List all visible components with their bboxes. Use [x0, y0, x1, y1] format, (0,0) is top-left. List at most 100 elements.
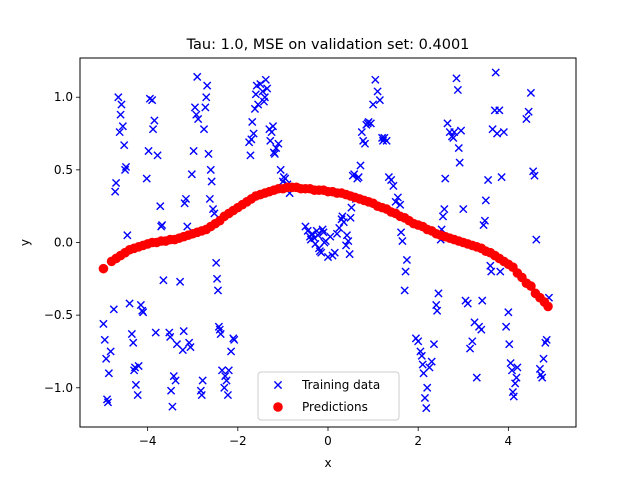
- training-point: [118, 122, 127, 131]
- training-point: [199, 125, 209, 134]
- training-point: [454, 143, 463, 153]
- training-point: [171, 376, 180, 385]
- training-point: [468, 337, 477, 346]
- training-point: [100, 335, 109, 344]
- y-axis-label: y: [18, 239, 32, 246]
- training-point: [120, 165, 130, 174]
- training-point: [192, 110, 201, 119]
- training-point: [313, 231, 323, 240]
- training-point: [393, 193, 402, 202]
- training-point: [524, 107, 533, 116]
- training-point: [120, 141, 129, 150]
- training-point: [423, 383, 432, 392]
- training-point: [341, 241, 351, 250]
- legend-marker-predictions: [273, 402, 283, 412]
- training-point: [187, 170, 196, 179]
- training-point: [190, 103, 200, 112]
- training-point: [102, 395, 112, 404]
- training-point: [308, 229, 317, 238]
- training-point: [205, 194, 214, 204]
- training-point: [433, 306, 442, 315]
- legend-label-predictions: Predictions: [302, 400, 368, 414]
- training-point: [422, 404, 431, 413]
- training-point: [274, 139, 283, 148]
- x-tick-label: 0: [324, 434, 332, 448]
- training-point: [266, 136, 275, 145]
- training-point: [121, 162, 131, 172]
- training-point: [532, 235, 541, 244]
- training-point: [115, 127, 124, 137]
- training-point: [176, 277, 185, 286]
- training-point: [212, 274, 222, 283]
- training-point: [116, 110, 125, 119]
- training-point: [387, 175, 396, 185]
- training-point: [260, 93, 269, 102]
- training-point: [441, 174, 450, 183]
- training-point: [249, 129, 258, 138]
- legend: Training data Predictions: [257, 371, 400, 421]
- training-point: [256, 80, 265, 89]
- training-point: [166, 386, 176, 395]
- training-point: [129, 338, 138, 347]
- training-point: [427, 357, 436, 366]
- training-point: [339, 218, 348, 227]
- training-point: [440, 204, 449, 214]
- training-point: [505, 340, 514, 349]
- legend-marker-training: [273, 380, 283, 390]
- prediction-point: [98, 263, 109, 274]
- training-point: [178, 345, 187, 355]
- training-point: [193, 72, 202, 81]
- training-point: [251, 90, 260, 99]
- training-point: [148, 125, 158, 134]
- training-point: [425, 363, 434, 372]
- training-point: [443, 119, 452, 128]
- training-point: [459, 204, 468, 214]
- training-point: [106, 347, 115, 356]
- training-point: [502, 322, 511, 331]
- training-point: [496, 267, 505, 276]
- training-point: [303, 226, 312, 235]
- training-point: [360, 139, 370, 148]
- training-point: [301, 222, 310, 231]
- training-point: [507, 366, 517, 375]
- training-point: [335, 223, 344, 233]
- training-point: [434, 289, 443, 298]
- training-point: [222, 376, 231, 385]
- training-point: [509, 392, 518, 401]
- training-point: [198, 376, 207, 385]
- x-tick-label: 2: [414, 434, 422, 448]
- training-point: [332, 229, 342, 238]
- training-point: [263, 84, 272, 93]
- training-point: [179, 327, 188, 336]
- training-point: [522, 114, 531, 124]
- x-tick-label: −2: [229, 434, 247, 448]
- training-point: [368, 100, 378, 109]
- training-point: [247, 135, 256, 144]
- training-point: [159, 276, 168, 285]
- training-point: [438, 212, 448, 221]
- training-point: [317, 248, 326, 257]
- training-point: [526, 88, 536, 97]
- training-point: [481, 196, 490, 205]
- x-axis-label: x: [324, 456, 331, 470]
- training-point: [230, 335, 239, 344]
- y-tick-label: −0.5: [44, 308, 73, 322]
- training-point: [483, 175, 493, 185]
- training-point: [345, 250, 354, 259]
- training-point: [150, 116, 159, 125]
- training-point: [478, 296, 487, 305]
- training-point: [139, 308, 148, 317]
- training-point: [417, 351, 426, 360]
- training-point: [504, 308, 513, 317]
- training-point: [169, 372, 178, 381]
- training-point: [396, 228, 406, 237]
- training-point: [216, 329, 225, 339]
- training-point: [186, 343, 195, 352]
- training-point: [538, 373, 547, 382]
- training-point: [125, 299, 134, 308]
- training-point: [207, 177, 216, 186]
- training-point: [111, 178, 121, 188]
- training-point: [463, 299, 472, 308]
- training-point: [204, 149, 213, 158]
